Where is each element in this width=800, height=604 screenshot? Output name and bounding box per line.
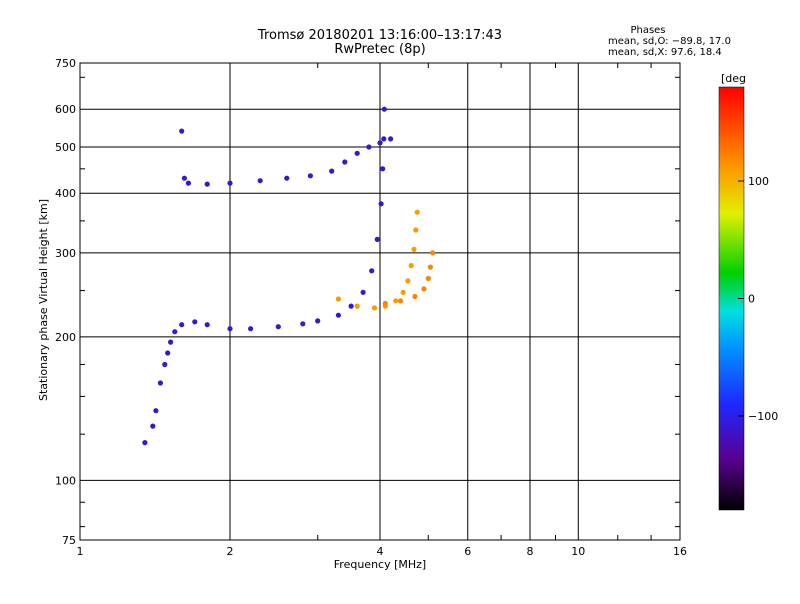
colorbar-tick-label: 100 <box>748 175 769 188</box>
data-point <box>172 329 178 335</box>
data-point <box>360 289 366 295</box>
y-axis-label: Stationary phase Virtual Height [km] <box>37 199 50 401</box>
data-point <box>142 440 148 446</box>
chart-header: Tromsø 20180201 13:16:00–13:17:43 RwPret… <box>257 25 731 58</box>
data-point <box>425 275 431 282</box>
data-point <box>348 303 354 309</box>
x-tick-label: 4 <box>377 545 384 558</box>
data-points <box>142 106 436 446</box>
data-point <box>427 264 433 270</box>
y-tick-label: 500 <box>55 141 76 154</box>
data-point <box>354 150 360 156</box>
data-point <box>400 289 406 295</box>
data-point <box>315 318 321 324</box>
data-point <box>414 209 420 215</box>
data-point <box>369 268 375 274</box>
y-ticks: 75 100 200 300 400 500 600 750 <box>55 57 680 547</box>
x-tick-label: 16 <box>673 545 687 558</box>
x-tick-label: 1 <box>77 545 84 558</box>
data-point <box>192 319 198 325</box>
data-point <box>342 159 348 165</box>
data-point <box>371 305 378 311</box>
data-point <box>153 408 159 414</box>
data-point <box>150 423 156 429</box>
stats-line-x: mean, sd,X: 97.6, 18.4 <box>608 47 722 58</box>
data-point <box>204 181 210 187</box>
data-point <box>300 321 306 327</box>
data-point <box>381 106 387 112</box>
data-point <box>382 300 388 306</box>
data-point <box>204 322 210 328</box>
chart-subtitle: RwPretec (8p) <box>334 42 425 57</box>
x-ticks: 1 2 4 6 8 10 16 <box>77 63 687 558</box>
stats-heading: Phases <box>630 25 665 36</box>
data-point <box>168 339 174 345</box>
data-point <box>162 361 168 368</box>
x-tick-label: 6 <box>464 545 471 558</box>
data-point <box>185 180 191 186</box>
grid-lines <box>80 63 680 540</box>
data-point <box>257 178 263 184</box>
colorbar-label: [deg <box>721 72 746 85</box>
y-tick-label: 400 <box>55 187 76 200</box>
data-point <box>165 350 171 356</box>
data-point <box>398 298 404 304</box>
y-tick-label: 100 <box>55 474 76 487</box>
data-point <box>411 246 417 252</box>
data-point <box>227 326 233 332</box>
data-point <box>393 298 399 304</box>
data-point <box>179 322 185 328</box>
data-point <box>181 175 187 181</box>
data-point <box>354 303 360 309</box>
data-point <box>329 168 335 174</box>
data-point <box>374 236 380 242</box>
x-tick-label: 10 <box>571 545 585 558</box>
data-point <box>275 324 281 330</box>
data-point <box>366 144 372 150</box>
y-tick-label: 75 <box>62 534 76 547</box>
data-point <box>227 180 233 186</box>
data-point <box>408 263 414 269</box>
data-point <box>412 293 418 300</box>
x-tick-label: 8 <box>527 545 534 558</box>
y-tick-label: 200 <box>55 331 76 344</box>
data-point <box>430 250 436 256</box>
data-point <box>248 326 254 332</box>
colorbar-tick-label: −100 <box>748 410 778 423</box>
data-point <box>179 128 185 134</box>
colorbar-tick-label: 0 <box>748 293 755 306</box>
data-point <box>388 136 394 142</box>
data-point <box>381 136 387 142</box>
chart-title: Tromsø 20180201 13:16:00–13:17:43 <box>257 28 502 43</box>
colorbar-ticks: 100 0 −100 <box>738 175 778 423</box>
data-point <box>377 140 383 146</box>
plot-frame <box>79 62 681 541</box>
data-point <box>335 296 341 302</box>
x-tick-label: 2 <box>227 545 234 558</box>
x-axis-label: Frequency [MHz] <box>334 558 426 571</box>
stats-line-o: mean, sd,O: −89.8, 17.0 <box>608 36 731 47</box>
data-point <box>378 201 384 207</box>
y-tick-label: 300 <box>55 247 76 260</box>
y-tick-label: 600 <box>55 103 76 116</box>
data-point <box>335 312 341 318</box>
y-tick-label: 750 <box>55 57 76 70</box>
data-point <box>421 286 427 292</box>
data-point <box>405 278 411 284</box>
data-point <box>380 166 386 172</box>
data-point <box>284 175 290 181</box>
data-point <box>157 380 163 386</box>
colorbar: [deg 100 0 −100 <box>718 72 778 511</box>
data-point <box>413 227 419 233</box>
data-point <box>307 173 313 179</box>
